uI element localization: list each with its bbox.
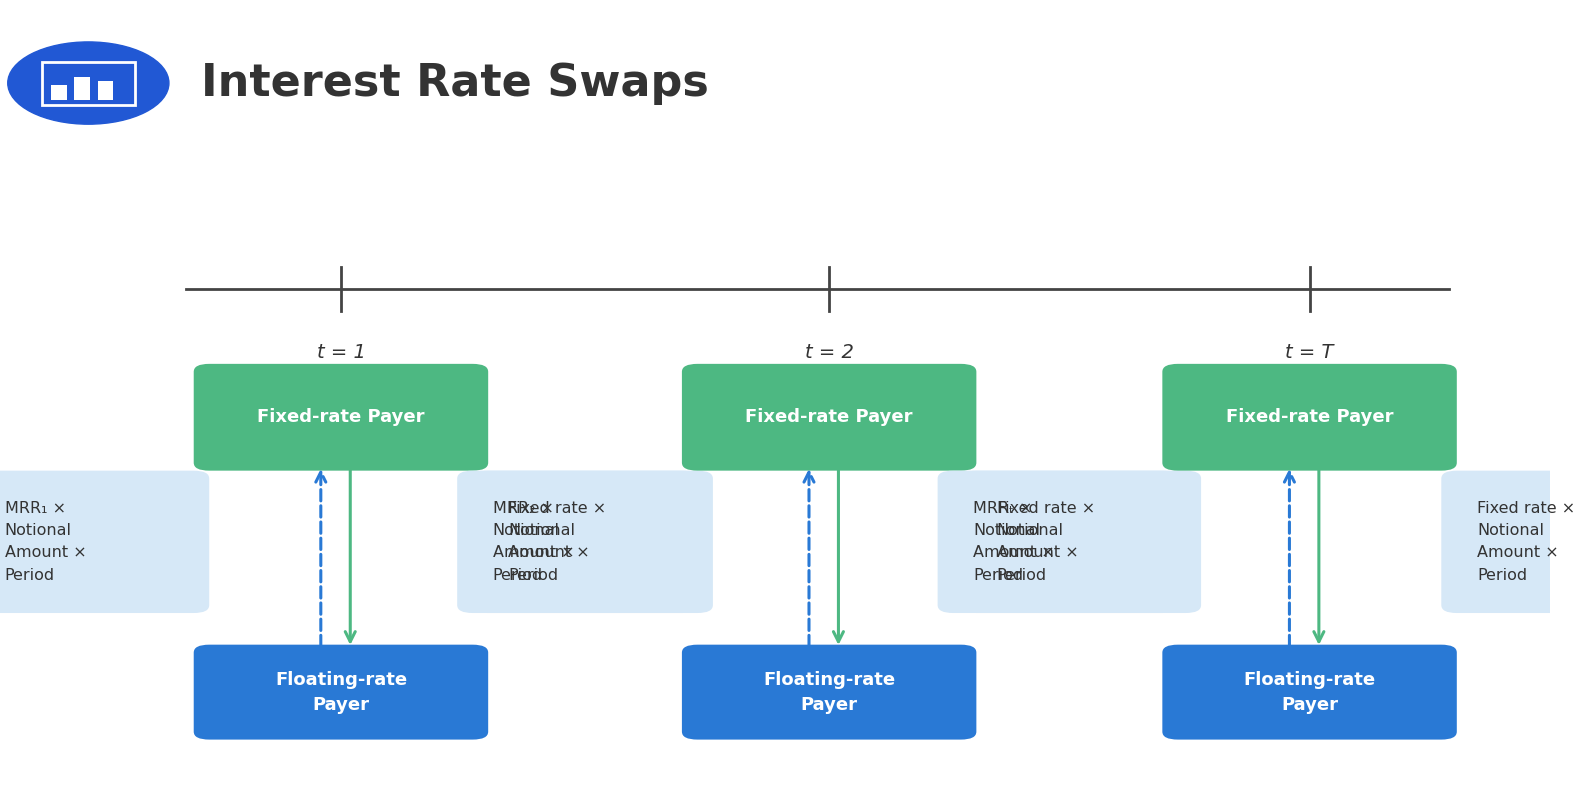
FancyBboxPatch shape [960,471,1200,613]
FancyBboxPatch shape [194,645,488,740]
Text: Interest Rate Swaps: Interest Rate Swaps [202,62,709,104]
FancyBboxPatch shape [472,471,712,613]
Text: Floating-rate
Payer: Floating-rate Payer [763,671,895,713]
Text: Floating-rate
Payer: Floating-rate Payer [275,671,407,713]
FancyBboxPatch shape [75,77,91,100]
Circle shape [8,42,169,124]
Text: Fixed-rate Payer: Fixed-rate Payer [1226,408,1393,426]
FancyBboxPatch shape [194,364,488,471]
Text: MRR₂ ×
Notional
Amount ×
Period: MRR₂ × Notional Amount × Period [493,501,574,583]
Text: Fixed rate ×
Notional
Amount ×
Period: Fixed rate × Notional Amount × Period [509,501,606,583]
FancyBboxPatch shape [1441,471,1590,613]
Text: t = 2: t = 2 [805,343,854,361]
Text: Floating-rate
Payer: Floating-rate Payer [1243,671,1375,713]
Text: Fixed rate ×
Notional
Amount ×
Period: Fixed rate × Notional Amount × Period [997,501,1094,583]
Text: MRRₜ ×
Notional
Amount ×
Period: MRRₜ × Notional Amount × Period [973,501,1054,583]
Text: Fixed rate ×
Notional
Amount ×
Period: Fixed rate × Notional Amount × Period [1477,501,1576,583]
FancyBboxPatch shape [1162,364,1456,471]
FancyBboxPatch shape [97,81,113,100]
FancyBboxPatch shape [0,471,210,613]
Text: Fixed-rate Payer: Fixed-rate Payer [746,408,913,426]
FancyBboxPatch shape [1162,645,1456,740]
FancyBboxPatch shape [458,471,698,613]
FancyBboxPatch shape [682,364,976,471]
FancyBboxPatch shape [51,85,67,100]
Text: t = 1: t = 1 [316,343,366,361]
FancyBboxPatch shape [682,645,976,740]
Text: MRR₁ ×
Notional
Amount ×
Period: MRR₁ × Notional Amount × Period [5,501,86,583]
Text: Fixed-rate Payer: Fixed-rate Payer [258,408,425,426]
FancyBboxPatch shape [938,471,1178,613]
Text: t = T: t = T [1285,343,1334,361]
